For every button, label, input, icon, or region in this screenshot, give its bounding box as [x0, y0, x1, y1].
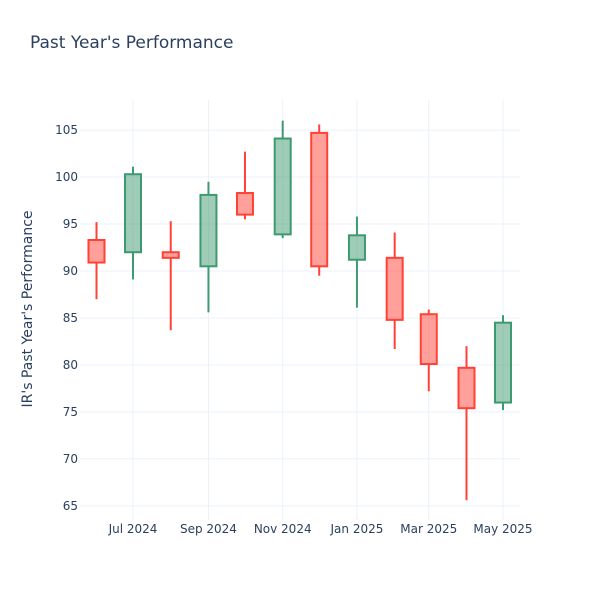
- y-tick-label: 75: [63, 405, 78, 419]
- y-tick-label: 90: [63, 264, 78, 278]
- x-tick-labels: Jul 2024 Sep 2024 Nov 2024 Jan 2025 Mar 2025…: [108, 522, 533, 536]
- x-tick-label: Mar 2025: [400, 522, 457, 536]
- candle-increasing: [494, 315, 512, 411]
- candle-decreasing: [385, 232, 404, 349]
- candle-body: [199, 193, 218, 268]
- x-tick-label: Sep 2024: [180, 522, 237, 536]
- candle-decreasing: [161, 221, 180, 331]
- x-tick-label: Jan 2025: [330, 522, 384, 536]
- gridlines: [80, 100, 520, 520]
- candle-body: [310, 131, 329, 268]
- candle-decreasing: [457, 346, 476, 501]
- candle-decreasing: [310, 124, 329, 276]
- candle-body: [457, 366, 476, 410]
- y-tick-label: 65: [63, 499, 78, 513]
- chart-title: Past Year's Performance: [30, 33, 234, 53]
- candle-body: [87, 239, 106, 264]
- x-tick-label: Jul 2024: [108, 522, 158, 536]
- y-tick-label: 105: [55, 123, 78, 137]
- candle-body: [419, 313, 438, 366]
- candle-body: [385, 256, 404, 321]
- y-tick-label: 85: [63, 311, 78, 325]
- candle-body: [161, 251, 180, 259]
- y-axis-title: IR's Past Year's Performance: [20, 210, 36, 407]
- candle-increasing: [199, 181, 218, 313]
- candles: [87, 120, 512, 501]
- y-tick-label: 80: [63, 358, 78, 372]
- candle-increasing: [124, 166, 142, 280]
- x-tick-label: May 2025: [473, 522, 532, 536]
- candle-decreasing: [87, 222, 106, 300]
- candle-increasing: [347, 216, 366, 308]
- candle-decreasing: [235, 151, 254, 220]
- candle-body: [347, 234, 366, 261]
- x-tick-label: Nov 2024: [254, 522, 312, 536]
- y-tick-label: 100: [55, 170, 78, 184]
- y-tick-label: 95: [63, 217, 78, 231]
- candle-body: [273, 137, 292, 236]
- candle-body: [494, 321, 512, 404]
- candle-body: [235, 192, 254, 216]
- candle-increasing: [273, 120, 292, 239]
- y-tick-labels: 65 70 75 80 85 90 95 100 105: [55, 123, 78, 513]
- candle-body: [124, 173, 142, 254]
- candle-decreasing: [419, 309, 438, 392]
- y-tick-label: 70: [63, 452, 78, 466]
